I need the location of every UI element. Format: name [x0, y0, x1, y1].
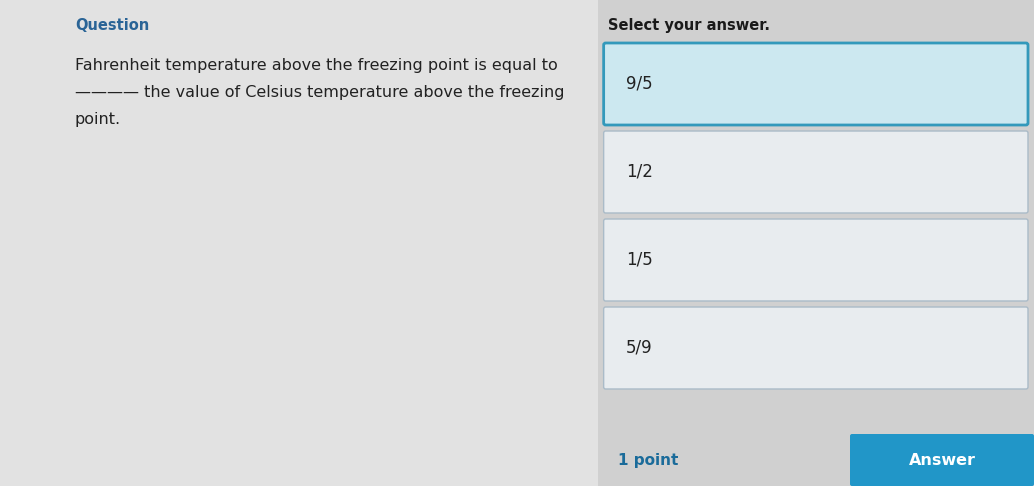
Text: 1/2: 1/2 — [626, 163, 652, 181]
FancyBboxPatch shape — [604, 131, 1028, 213]
FancyBboxPatch shape — [604, 307, 1028, 389]
Text: 1/5: 1/5 — [626, 251, 652, 269]
Text: Select your answer.: Select your answer. — [608, 18, 769, 33]
Text: ———— the value of Celsius temperature above the freezing: ———— the value of Celsius temperature ab… — [75, 85, 565, 100]
Text: Question: Question — [75, 18, 149, 33]
Text: 9/5: 9/5 — [626, 75, 652, 93]
Text: 5/9: 5/9 — [626, 339, 652, 357]
Text: Fahrenheit temperature above the freezing point is equal to: Fahrenheit temperature above the freezin… — [75, 58, 557, 73]
Bar — [598, 0, 1034, 486]
FancyBboxPatch shape — [604, 219, 1028, 301]
FancyBboxPatch shape — [850, 434, 1034, 486]
Text: 1 point: 1 point — [617, 452, 678, 468]
Bar — [0, 0, 598, 486]
Text: point.: point. — [75, 112, 121, 127]
Text: Answer: Answer — [909, 452, 975, 468]
FancyBboxPatch shape — [604, 43, 1028, 125]
